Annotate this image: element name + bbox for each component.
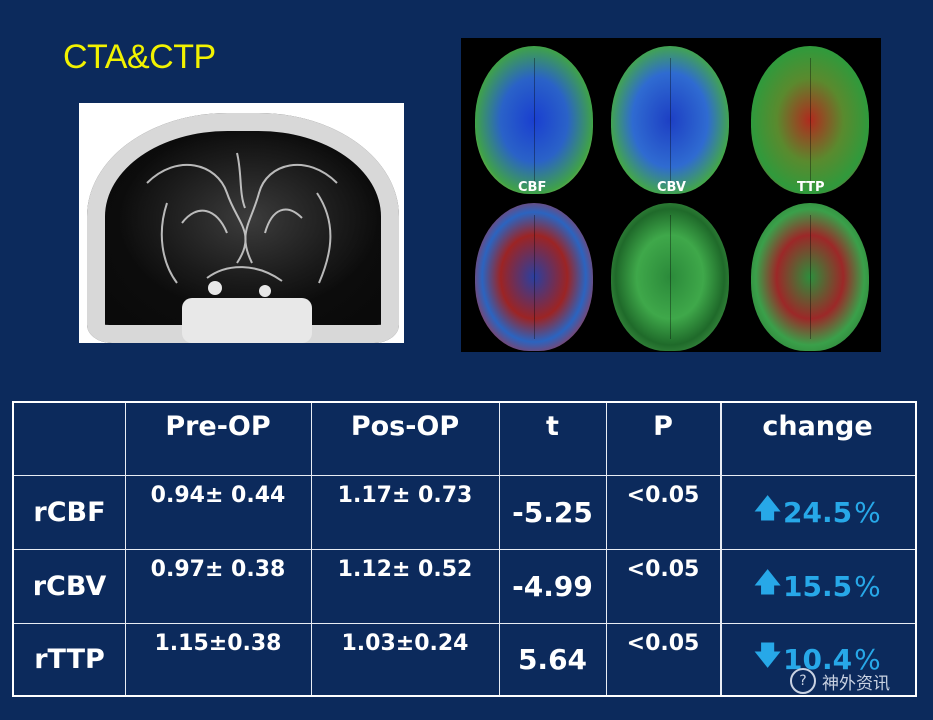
cbf-label: CBF <box>518 180 547 195</box>
change-value: 24.5 <box>783 495 853 529</box>
watermark-logo-icon: ? <box>790 668 816 694</box>
cbv-map <box>611 46 729 194</box>
table-cell-change: 🡅 24.5% <box>720 475 915 549</box>
table-cell-post: 1.03±0.24 <box>341 631 469 656</box>
cta-scan <box>87 113 399 343</box>
table-cell-change: 🡅 15.5% <box>720 549 915 623</box>
header-pre-op: Pre-OP <box>165 411 271 442</box>
change-value: 15.5 <box>783 569 853 603</box>
ttp-map <box>751 46 869 194</box>
header-empty <box>14 403 125 475</box>
down-arrow-icon: 🡇 <box>754 641 782 671</box>
table-cell-pre: 0.94± 0.44 <box>150 483 286 508</box>
table-cell-t: -4.99 <box>512 569 593 603</box>
table-cell-post: 1.17± 0.73 <box>337 483 473 508</box>
header-change: change <box>762 411 873 442</box>
header-p: P <box>653 411 673 442</box>
table-cell-post: 1.12± 0.52 <box>337 557 473 582</box>
ctp-image: CBF CBV TTP <box>461 38 881 352</box>
results-table: Pre-OP Pos-OP t P change rCBF 0.94± 0.44… <box>12 401 917 697</box>
header-pos-op: Pos-OP <box>350 411 460 442</box>
ttp-map-2 <box>751 203 869 351</box>
table-cell-p: <0.05 <box>626 631 700 656</box>
cbf-map-2 <box>475 203 593 351</box>
cbv-map-2 <box>611 203 729 351</box>
table-cell-t: -5.25 <box>512 495 593 529</box>
table-cell-pre: 1.15±0.38 <box>154 631 282 656</box>
cta-image <box>79 103 404 343</box>
row-label-rcbf: rCBF <box>33 496 106 528</box>
slide-title: CTA&CTP <box>63 38 216 76</box>
table-cell-t: 5.64 <box>517 642 588 676</box>
row-label-rttp: rTTP <box>34 643 105 675</box>
up-arrow-icon: 🡅 <box>754 568 782 598</box>
table-cell-pre: 0.97± 0.38 <box>150 557 286 582</box>
header-t: t <box>546 411 559 442</box>
percent-sign: % <box>854 495 881 529</box>
row-label-rcbv: rCBV <box>32 570 107 602</box>
cbf-map <box>475 46 593 194</box>
cbv-label: CBV <box>657 180 686 195</box>
up-arrow-icon: 🡅 <box>754 494 782 524</box>
table-cell-p: <0.05 <box>626 483 700 508</box>
percent-sign: % <box>854 569 881 603</box>
watermark: ? 神外资讯 <box>790 668 890 694</box>
watermark-text: 神外资讯 <box>822 673 890 694</box>
table-cell-p: <0.05 <box>626 557 700 582</box>
percent-sign: % <box>854 642 881 676</box>
ttp-label: TTP <box>797 180 825 195</box>
